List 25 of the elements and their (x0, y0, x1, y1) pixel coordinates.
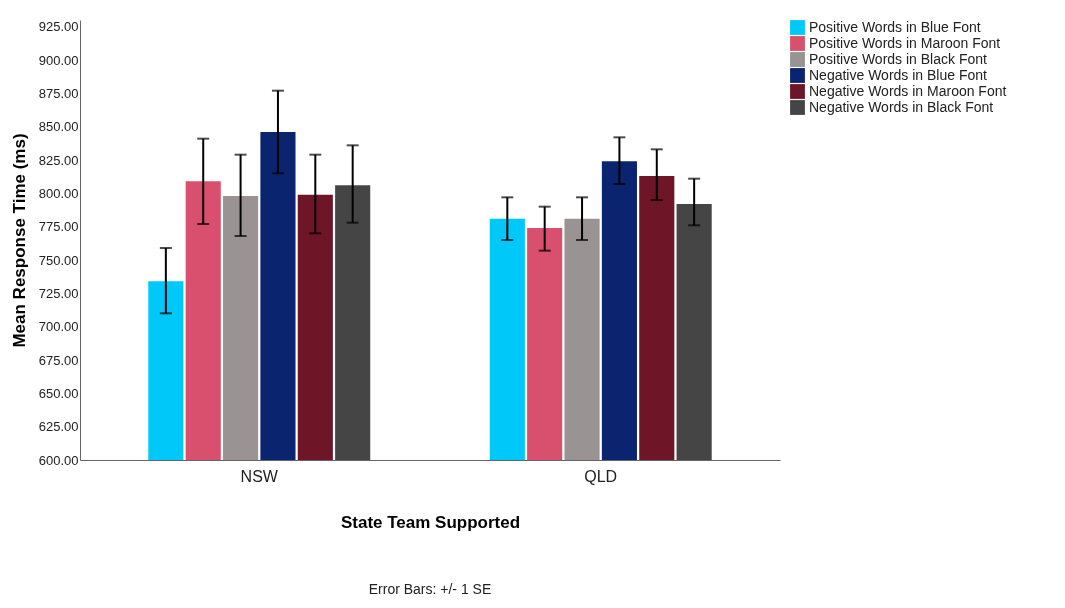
y-tick-label: 700.00 (38, 319, 79, 335)
y-tick-label: 750.00 (38, 252, 79, 268)
y-tick-label: 850.00 (38, 119, 79, 135)
x-tick-label: QLD (584, 467, 618, 485)
x-axis-title: State Team Supported (340, 512, 521, 532)
y-tick-label: 825.00 (38, 152, 79, 168)
y-tick-label: 650.00 (38, 385, 79, 401)
y-axis-title: Mean Response Time (ms) (9, 133, 29, 348)
y-tick-label: 775.00 (38, 219, 79, 235)
legend-label: Negative Words in Black Font (809, 98, 994, 115)
x-tick-label: NSW (240, 467, 279, 485)
y-tick-label: 800.00 (38, 185, 79, 201)
y-tick-label: 600.00 (38, 452, 79, 468)
y-tick-label: 675.00 (38, 352, 79, 368)
y-tick-label: 900.00 (38, 52, 79, 68)
y-tick-label: 875.00 (38, 85, 79, 101)
legend-label: Positive Words in Black Font (809, 50, 988, 67)
legend-label: Positive Words in Blue Font (809, 18, 981, 35)
legend-label: Negative Words in Maroon Font (809, 82, 1007, 99)
y-tick-label: 725.00 (38, 285, 79, 301)
legend-label: Negative Words in Blue Font (809, 66, 988, 83)
text: Error Bars: +/- 1 SE (368, 581, 492, 597)
y-tick-label: 925.00 (38, 19, 79, 35)
y-tick-label: 625.00 (38, 419, 79, 435)
legend-label: Positive Words in Maroon Font (809, 34, 1001, 51)
